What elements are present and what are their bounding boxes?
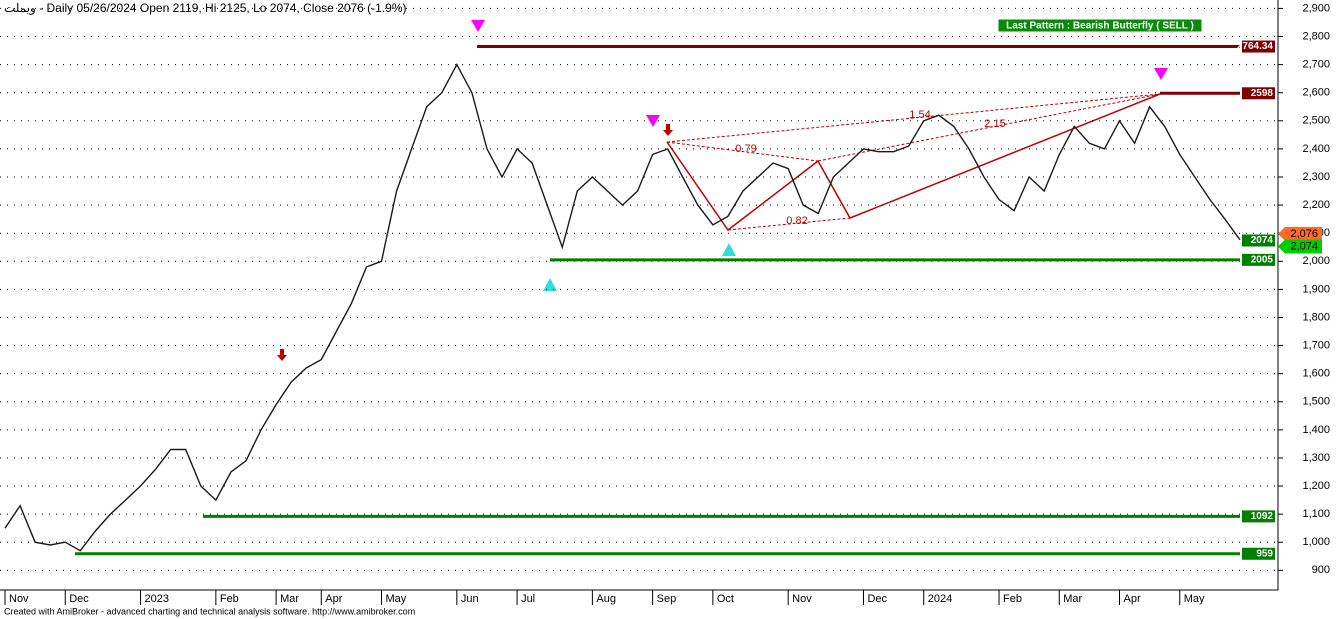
ratio-label: 0.82	[786, 215, 807, 227]
x-tick-label: Aug	[596, 593, 616, 605]
level-label: 959	[1256, 548, 1273, 559]
y-tick-label: 1,700	[1302, 339, 1330, 351]
signal-markers	[277, 20, 1168, 361]
price-box	[1278, 239, 1322, 254]
price-label: 2,076	[1290, 228, 1318, 240]
x-tick-label: Jul	[521, 593, 535, 605]
y-tick-label: 2,800	[1302, 30, 1330, 42]
butterfly-pattern	[666, 93, 1161, 232]
y-tick-label: 1,000	[1302, 536, 1330, 548]
pattern-dash	[727, 217, 851, 231]
sell-arrow	[277, 349, 287, 361]
y-tick-label: 1,400	[1302, 424, 1330, 436]
pattern-label: Last Pattern : Bearish Butterfly ( SELL …	[1006, 21, 1194, 32]
buy-triangle	[722, 243, 736, 256]
y-tick-label: 1,900	[1302, 283, 1330, 295]
x-tick-label: Mar	[280, 593, 299, 605]
x-tick-label: Dec	[69, 593, 89, 605]
y-tick-label: 2,300	[1302, 171, 1330, 183]
x-tick-label: May	[1184, 593, 1205, 605]
pattern-box-bg	[997, 18, 1203, 33]
y-tick-label: 900	[1312, 564, 1330, 576]
price-label: 2,074	[1290, 240, 1318, 252]
level-label: 1092	[1251, 511, 1274, 522]
level-box	[1242, 234, 1275, 247]
level-label: 2074	[1251, 235, 1274, 246]
y-tick-label: 1,200	[1302, 480, 1330, 492]
x-tick-label: Feb	[220, 593, 239, 605]
footer: Created with AmiBroker - advanced charti…	[4, 606, 415, 616]
x-tick-label: Mar	[1063, 593, 1082, 605]
sell-triangle	[646, 115, 660, 127]
pattern-dash	[666, 141, 819, 162]
x-tick-label: Sep	[657, 593, 677, 605]
y-tick-label: 1,300	[1302, 452, 1330, 464]
y-tick-label: 2,500	[1302, 115, 1330, 127]
y-tick-label: 2,600	[1302, 87, 1330, 99]
ratio-label: 1.54	[909, 109, 930, 121]
y-tick-label: 2,200	[1302, 199, 1330, 211]
pattern-dash	[666, 93, 1161, 143]
level-label: 2005	[1251, 255, 1274, 266]
x-tick-label: Feb	[1003, 593, 1022, 605]
x-tick-label: Nov	[9, 593, 29, 605]
y-tick-label: 2,900	[1302, 2, 1330, 14]
level-label: 2598	[1251, 88, 1274, 99]
y-tick-label: 1,800	[1302, 311, 1330, 323]
y-tick-label: 1,600	[1302, 368, 1330, 380]
price-box	[1278, 226, 1322, 241]
x-tick-label: Jun	[461, 593, 479, 605]
x-tick-label: Apr	[1124, 593, 1141, 605]
sell-arrow	[663, 124, 673, 136]
sell-triangle	[471, 20, 485, 32]
x-tick-label: Dec	[867, 593, 887, 605]
ratio-label: 2.15	[984, 118, 1005, 130]
y-tick-label: 1,500	[1302, 396, 1330, 408]
level-box	[1242, 40, 1275, 53]
x-tick-label: 2024	[928, 593, 952, 605]
x-tick-label: Apr	[325, 593, 342, 605]
ratio-label: 0.79	[735, 143, 756, 155]
y-tick-label: 2,700	[1302, 59, 1330, 71]
pattern-box: Last Pattern : Bearish Butterfly ( SELL …	[997, 18, 1203, 33]
x-tick-label: Oct	[717, 593, 734, 605]
chart-title: ویملت - Daily 05/26/2024 Open 2119, Hi 2…	[4, 1, 407, 15]
price-line	[4, 63, 1241, 552]
level-box	[1242, 87, 1275, 100]
x-tick-label: Nov	[792, 593, 812, 605]
x-tick-label: 2023	[145, 593, 169, 605]
y-tick-label: 1,100	[1302, 508, 1330, 520]
x-tick-label: May	[386, 593, 407, 605]
y-tick-label: 2,400	[1302, 143, 1330, 155]
level-box	[1242, 253, 1275, 266]
y-tick-label: 2,000	[1302, 255, 1330, 267]
level-label: 2764.34	[1237, 41, 1274, 52]
pattern-dash	[817, 93, 1161, 162]
level-box	[1242, 510, 1275, 523]
buy-triangle	[543, 278, 557, 291]
sell-triangle	[1154, 68, 1168, 80]
level-box	[1242, 547, 1275, 560]
